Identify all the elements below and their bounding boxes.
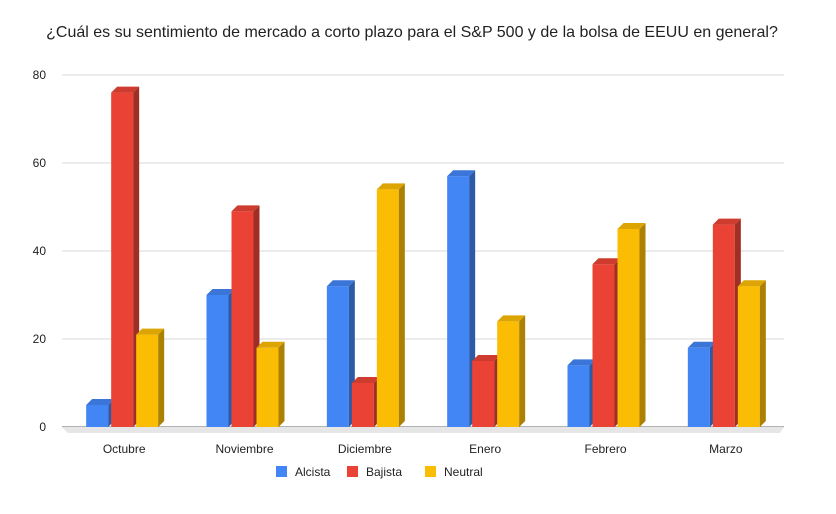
bar-side bbox=[158, 328, 165, 427]
bar-top bbox=[86, 399, 115, 405]
bar-front bbox=[231, 211, 254, 427]
bar-neutral-enero bbox=[497, 315, 526, 427]
bar-alcista-octubre bbox=[86, 399, 115, 427]
bar-top bbox=[231, 205, 260, 212]
bar-front bbox=[86, 405, 109, 427]
bar-front bbox=[712, 224, 735, 427]
bar-alcista-diciembre bbox=[326, 280, 355, 427]
bar-front bbox=[447, 176, 470, 427]
bar-top bbox=[472, 355, 501, 361]
bar-bajista-diciembre bbox=[351, 377, 380, 427]
legend-label: Neutral bbox=[444, 465, 483, 479]
bar-top bbox=[712, 218, 741, 225]
bar-front bbox=[617, 229, 640, 427]
bar-front bbox=[351, 383, 374, 427]
legend-swatch bbox=[347, 466, 358, 477]
x-category-label: Enero bbox=[469, 442, 501, 456]
bar-bajista-octubre bbox=[111, 86, 140, 427]
bar-top bbox=[447, 170, 476, 177]
x-category-label: Febrero bbox=[584, 442, 626, 456]
bar-bajista-febrero bbox=[592, 258, 621, 427]
bar-neutral-marzo bbox=[737, 280, 766, 427]
bar-front bbox=[206, 295, 229, 427]
bar-side bbox=[639, 223, 646, 427]
bar-side bbox=[519, 315, 526, 427]
legend: Alcista Bajista Neutral bbox=[276, 465, 483, 479]
bar-bajista-noviembre bbox=[231, 205, 260, 427]
y-tick-label: 60 bbox=[33, 156, 47, 170]
bar-neutral-noviembre bbox=[256, 341, 285, 427]
bar-alcista-noviembre bbox=[206, 289, 235, 427]
bar-top bbox=[592, 258, 621, 265]
bar-front bbox=[567, 365, 590, 427]
legend-item-alcista: Alcista bbox=[276, 465, 331, 479]
bar-top bbox=[351, 377, 380, 383]
bar-alcista-enero bbox=[447, 170, 476, 427]
bar-top bbox=[206, 289, 235, 295]
bar-top bbox=[256, 341, 285, 348]
bar-front bbox=[737, 286, 760, 427]
bar-neutral-diciembre bbox=[376, 183, 405, 427]
bar-top bbox=[567, 359, 596, 366]
bar-top bbox=[376, 183, 405, 190]
bar-top bbox=[737, 280, 766, 287]
bar-top bbox=[326, 280, 355, 287]
x-category-label: Marzo bbox=[709, 442, 743, 456]
legend-label: Bajista bbox=[366, 465, 402, 479]
bar-front bbox=[376, 189, 399, 427]
bar-alcista-febrero bbox=[567, 359, 596, 427]
legend-label: Alcista bbox=[295, 465, 331, 479]
bar-front bbox=[497, 321, 520, 427]
bar-top bbox=[136, 328, 165, 335]
bar-top bbox=[111, 86, 140, 93]
bar-side bbox=[759, 280, 766, 427]
bar-top bbox=[617, 223, 646, 229]
bar-front bbox=[687, 347, 710, 427]
bar-side bbox=[278, 341, 285, 427]
bar-front bbox=[111, 92, 134, 427]
bar-alcista-marzo bbox=[687, 341, 716, 427]
legend-swatch bbox=[276, 466, 287, 477]
grid-lines bbox=[62, 74, 784, 428]
legend-item-neutral: Neutral bbox=[425, 465, 483, 479]
bars bbox=[86, 86, 766, 427]
bar-front bbox=[136, 334, 159, 427]
bar-neutral-febrero bbox=[617, 223, 646, 427]
y-tick-label: 20 bbox=[33, 332, 47, 346]
bar-top bbox=[497, 315, 526, 322]
floor-plane bbox=[62, 427, 784, 433]
x-axis-categories: Octubre Noviembre Diciembre Enero Febrero Mar… bbox=[103, 442, 743, 456]
bar-neutral-octubre bbox=[136, 328, 165, 427]
y-axis-ticks: 0 20 40 60 80 bbox=[33, 68, 47, 434]
legend-swatch bbox=[425, 466, 436, 477]
bar-front bbox=[256, 347, 279, 427]
chart-floor bbox=[62, 427, 784, 433]
y-tick-label: 40 bbox=[33, 244, 47, 258]
bar-bajista-marzo bbox=[712, 218, 741, 427]
chart-title: ¿Cuál es su sentimiento de mercado a cor… bbox=[46, 24, 778, 41]
y-tick-label: 0 bbox=[39, 420, 46, 434]
legend-item-bajista: Bajista bbox=[347, 465, 402, 479]
x-category-label: Noviembre bbox=[215, 442, 273, 456]
bar-front bbox=[326, 286, 349, 427]
bar-side bbox=[398, 183, 405, 427]
bar-top bbox=[687, 341, 716, 348]
x-category-label: Octubre bbox=[103, 442, 146, 456]
bar-front bbox=[472, 361, 495, 427]
bar-front bbox=[592, 264, 615, 427]
y-tick-label: 80 bbox=[33, 68, 47, 82]
bar-bajista-enero bbox=[472, 355, 501, 427]
x-category-label: Diciembre bbox=[338, 442, 392, 456]
